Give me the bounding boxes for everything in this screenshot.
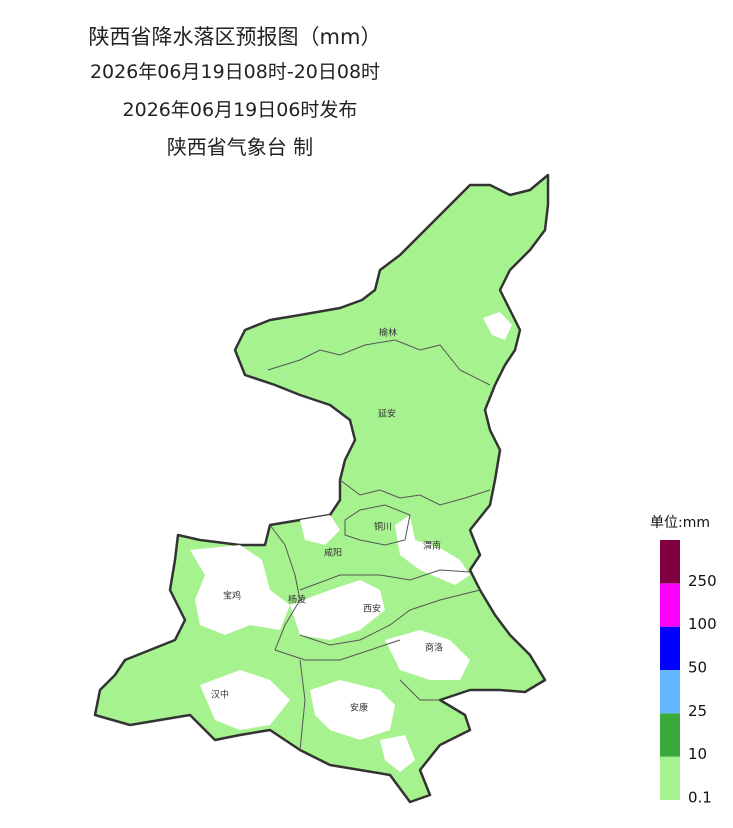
dry-area: [395, 515, 470, 585]
no-rain-areas: [190, 312, 512, 772]
boundary-line: [269, 524, 301, 651]
boundary-line: [299, 589, 481, 646]
city-label: 咸阳: [324, 547, 342, 559]
legend-swatch: [660, 583, 680, 627]
boundary-line: [274, 639, 401, 661]
boundary-line: [339, 479, 491, 506]
city-label: 安康: [350, 702, 368, 714]
legend-label: 50: [688, 659, 707, 677]
map-title: 陕西省降水落区预报图（mm）: [89, 25, 382, 49]
boundary-line: [344, 504, 411, 546]
boundary-line: [299, 659, 306, 751]
issue-time: 2026年06月19日06时发布: [123, 99, 358, 121]
legend-swatch: [660, 713, 680, 757]
boundary-line: [267, 339, 491, 386]
city-label: 汉中: [211, 689, 229, 701]
legend-title: 单位:mm: [650, 515, 710, 531]
city-label: 渭南: [423, 540, 441, 552]
dry-area: [200, 670, 290, 730]
city-label: 杨凌: [288, 594, 306, 606]
forecast-period: 2026年06月19日08时-20日08时: [90, 61, 380, 83]
dry-area: [190, 545, 290, 635]
city-label: 铜川: [374, 521, 392, 533]
legend-label: 10: [688, 745, 707, 763]
legend-label: 0.1: [688, 789, 712, 807]
legend-swatch: [660, 756, 680, 800]
dry-area: [290, 580, 385, 640]
city-label: 商洛: [425, 642, 443, 654]
issuer: 陕西省气象台 制: [167, 135, 313, 159]
city-label: 延安: [378, 408, 396, 420]
province-map: [93, 173, 550, 804]
legend-swatch: [660, 626, 680, 670]
city-label: 宝鸡: [223, 590, 241, 602]
dry-area: [483, 312, 512, 340]
legend-swatch: [660, 540, 680, 584]
dry-area: [300, 515, 340, 545]
dry-area: [310, 680, 395, 740]
dry-area: [385, 630, 470, 680]
legend-label: 25: [688, 702, 707, 720]
city-label: 榆林: [379, 327, 397, 339]
legend-label: 250: [688, 572, 717, 590]
city-label: 西安: [363, 603, 381, 615]
boundary-line: [399, 679, 440, 701]
city-boundaries: [267, 339, 491, 751]
legend-label: 100: [688, 615, 717, 633]
legend-swatch: [660, 670, 680, 714]
dry-area: [380, 735, 415, 772]
boundary-line: [299, 569, 471, 591]
